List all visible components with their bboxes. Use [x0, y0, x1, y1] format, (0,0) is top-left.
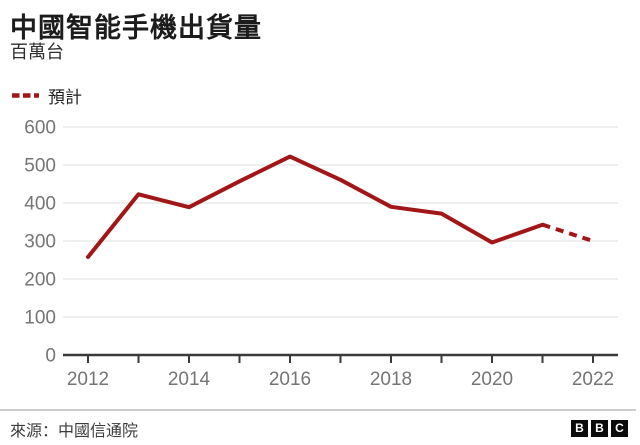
x-axis-tick-label: 2012 [67, 369, 109, 390]
y-axis-tick-label: 200 [24, 270, 56, 291]
chart-unit-subtitle: 百萬台 [10, 42, 64, 62]
x-axis-tick-label: 2022 [572, 369, 614, 390]
y-axis-tick-label: 400 [24, 194, 56, 215]
y-axis-tick-label: 300 [24, 232, 56, 253]
bbc-logo-letter: B [591, 420, 608, 437]
chart-title: 中國智能手機出貨量 [10, 13, 262, 43]
source-label: 來源：中國信通院 [10, 423, 139, 440]
x-axis-tick-label: 2016 [269, 369, 311, 390]
forecast-dash-icon [12, 91, 40, 100]
x-axis-tick-label: 2020 [471, 369, 513, 390]
x-axis-tick-label: 2014 [168, 369, 211, 390]
shipments-line-series [86, 154, 545, 259]
bbc-logo: B B C [571, 420, 628, 437]
legend-forecast-label: 預計 [48, 88, 82, 107]
bbc-logo-letter: B [571, 420, 588, 437]
forecast-line-series [541, 222, 594, 243]
y-axis-tick-label: 100 [24, 308, 56, 329]
legend: 預計 [12, 83, 82, 108]
bbc-logo-letter: C [611, 420, 628, 437]
y-axis-tick-label: 600 [24, 118, 56, 139]
footer-divider [0, 409, 636, 411]
y-axis-tick-label: 0 [45, 346, 56, 367]
y-axis-tick-label: 500 [24, 156, 56, 177]
x-axis-tick-label: 2018 [370, 369, 412, 390]
